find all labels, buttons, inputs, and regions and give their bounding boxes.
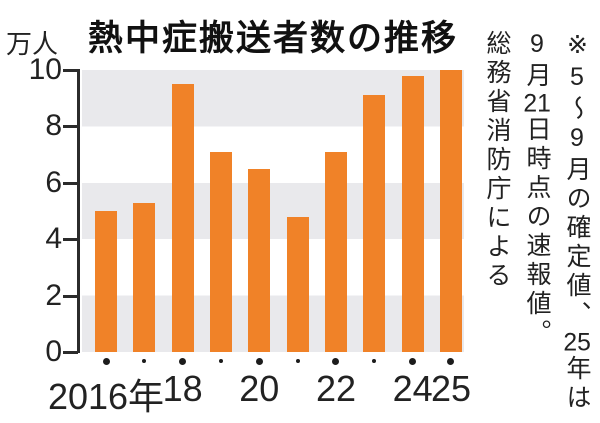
x-tick-label-2018: 18 xyxy=(162,368,203,409)
y-tick-label-4: 4 xyxy=(45,222,62,256)
y-tick-label-6: 6 xyxy=(45,165,62,199)
bar-2019 xyxy=(209,151,232,352)
bar-2017 xyxy=(133,202,156,352)
x-tick-dot-2022 xyxy=(332,357,340,365)
x-tick-dot-2021 xyxy=(295,359,300,363)
note-line-2: 9月21日時点の速報値。 xyxy=(523,30,551,348)
y-tick-mark xyxy=(63,69,78,72)
y-tick-label-2: 2 xyxy=(45,278,62,312)
y-tick-mark xyxy=(63,181,78,185)
bar-2021 xyxy=(286,216,309,352)
bar-2018 xyxy=(171,84,194,352)
y-tick-label-0: 0 xyxy=(45,335,62,368)
bar-2024 xyxy=(401,75,424,352)
x-tick-label-2020: 20 xyxy=(239,368,280,409)
y-tick-mark xyxy=(63,238,78,242)
x-tick-dot-2020 xyxy=(255,357,263,365)
x-tick-dot-2016 xyxy=(102,357,110,365)
y-axis-unit-label: 万人 xyxy=(6,29,59,59)
bar-2023 xyxy=(363,95,386,352)
tcy-21: 21 xyxy=(523,91,551,116)
bar-2016 xyxy=(95,211,117,352)
x-tick-label-2016: 2016年 xyxy=(47,376,165,417)
x-tick-dot-2024 xyxy=(409,357,417,365)
x-tick-label-2025: 25 xyxy=(430,368,471,409)
x-tick-dot-2019 xyxy=(218,359,223,363)
bar-2025 xyxy=(439,70,462,352)
y-tick-mark xyxy=(63,351,78,354)
x-tick-dot-2018 xyxy=(179,357,187,365)
x-tick-dot-2017 xyxy=(142,359,147,363)
x-tick-label-2024: 24 xyxy=(392,368,433,409)
x-tick-label-2022: 22 xyxy=(315,368,356,409)
note-line-1: ※5〜9月の確定値、25年は xyxy=(563,30,591,413)
y-tick-mark xyxy=(63,294,78,298)
tcy-25: 25 xyxy=(563,330,591,355)
y-tick-label-10: 10 xyxy=(28,53,62,86)
y-tick-label-8: 8 xyxy=(45,109,62,143)
x-tick-dot-2023 xyxy=(372,359,377,363)
source-note: ※5〜9月の確定値、25年は 9月21日時点の速報値。 総務省消防庁による xyxy=(477,30,597,422)
y-axis-line xyxy=(77,69,80,353)
bar-2020 xyxy=(248,168,271,352)
chart-title: 熱中症搬送者数の推移 xyxy=(88,19,459,58)
bar-2022 xyxy=(324,151,347,352)
x-tick-dot-2025 xyxy=(447,357,455,365)
y-tick-mark xyxy=(63,125,78,129)
note-line-3: 総務省消防庁による xyxy=(483,30,511,291)
